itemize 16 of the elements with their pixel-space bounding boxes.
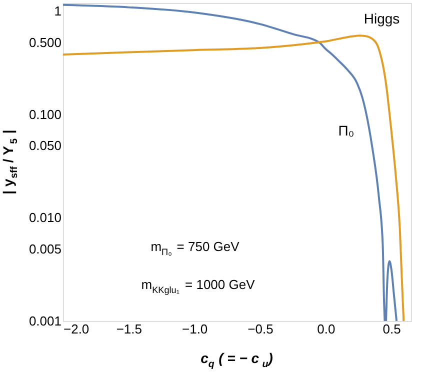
y-tick-label: 1 xyxy=(54,4,62,19)
y-axis-title: | ysff / Y5 | xyxy=(0,130,20,194)
x-tick-label: 0.0 xyxy=(317,322,336,336)
y-tick-label: 0.500 xyxy=(28,34,62,50)
x-tick-label: −2.0 xyxy=(64,322,90,336)
y-tick-label: 0.050 xyxy=(28,138,62,154)
series-label: Higgs xyxy=(364,10,400,27)
y-tick-label: 0.001 xyxy=(28,314,62,328)
x-tick-label: −1.0 xyxy=(182,322,208,336)
y-tick-label: 0.005 xyxy=(28,241,62,256)
x-tick-label: −0.5 xyxy=(248,322,274,336)
series-label: Π₀ xyxy=(338,122,354,138)
y-tick-label: 0.100 xyxy=(28,106,62,122)
y-tick-label: 0.010 xyxy=(28,210,62,226)
x-tick-label: 0.5 xyxy=(382,322,401,336)
x-tick-label: −1.5 xyxy=(116,322,142,336)
